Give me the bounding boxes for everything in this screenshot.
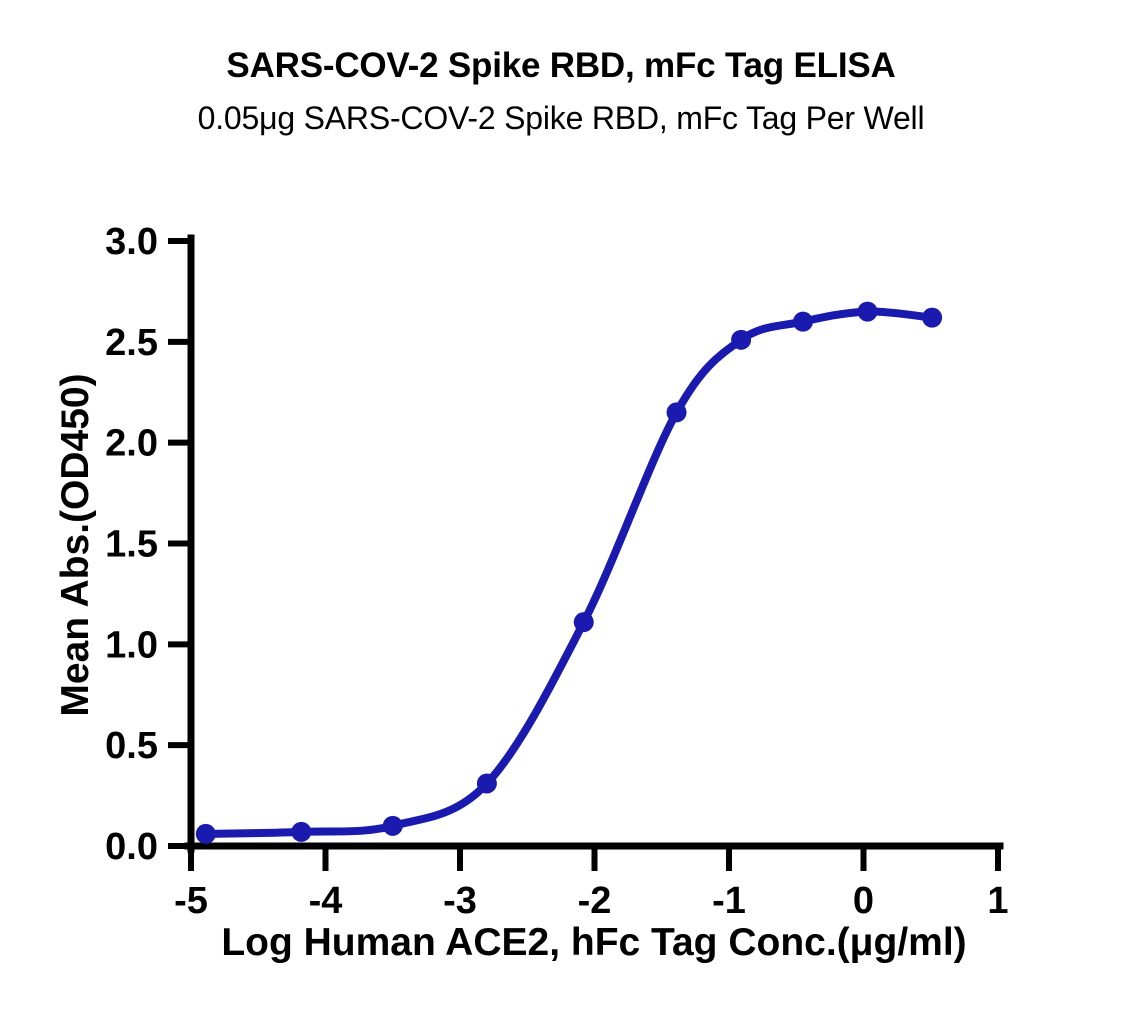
data-point <box>857 301 878 322</box>
x-axis-title: Log Human ACE2, hFc Tag Conc.(μg/ml) <box>221 921 966 964</box>
y-tick-label: 3.0 <box>105 221 158 263</box>
x-axis-ticks <box>188 846 1001 871</box>
page-title: SARS-COV-2 Spike RBD, mFc Tag ELISA <box>226 46 896 85</box>
data-point <box>573 612 594 633</box>
data-point <box>666 402 687 423</box>
y-tick-label: 1.5 <box>105 524 158 566</box>
x-tick-label: -4 <box>309 880 343 922</box>
y-tick-label: 1.0 <box>105 624 158 666</box>
data-series <box>195 301 943 844</box>
series-0 <box>195 301 943 844</box>
data-point <box>731 329 752 350</box>
y-tick-label: 2.5 <box>105 322 158 364</box>
x-tick-label: -3 <box>443 880 477 922</box>
y-axis-tick-labels: 0.0 0.5 1.0 1.5 2.0 2.5 3.0 <box>105 221 158 868</box>
x-tick-label: -2 <box>578 880 612 922</box>
y-tick-label: 0.0 <box>105 826 158 868</box>
x-tick-label: -1 <box>712 880 746 922</box>
x-axis-tick-labels: -5 -4 -3 -2 -1 0 1 <box>174 880 1008 922</box>
series-line <box>201 307 937 838</box>
data-point <box>922 307 943 328</box>
data-point <box>291 821 312 842</box>
chart-subtitle: 0.05μg SARS-COV-2 Spike RBD, mFc Tag Per… <box>197 100 925 136</box>
x-tick-label: -5 <box>174 880 208 922</box>
data-point <box>382 815 403 836</box>
data-point <box>792 311 813 332</box>
y-axis-title: Mean Abs.(OD450) <box>54 373 97 716</box>
y-tick-label: 2.0 <box>105 423 158 465</box>
data-point <box>476 773 497 794</box>
x-tick-label: 1 <box>987 880 1008 922</box>
y-axis-ticks <box>168 238 191 849</box>
y-tick-label: 0.5 <box>105 725 158 767</box>
x-tick-label: 0 <box>853 880 874 922</box>
data-point <box>195 823 216 844</box>
